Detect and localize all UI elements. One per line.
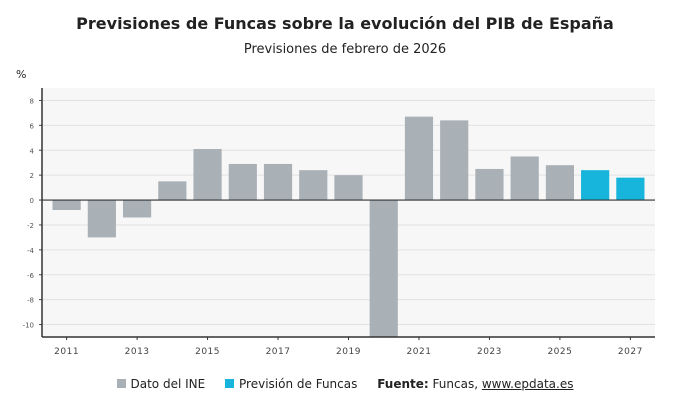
bar-2022[interactable] — [440, 120, 469, 201]
chart-title: Previsiones de Funcas sobre la evolución… — [76, 14, 614, 33]
y-axis-unit: % — [16, 68, 27, 81]
y-tick-label: 4 — [30, 147, 35, 155]
x-tick-label: 2025 — [547, 347, 572, 357]
legend-item-funcas[interactable]: Previsión de Funcas — [225, 377, 357, 391]
bar-2025[interactable] — [545, 165, 575, 201]
x-tick-label: 2019 — [336, 347, 361, 357]
y-tick-label: -2 — [27, 222, 34, 230]
legend-item-ine[interactable]: Dato del INE — [116, 377, 206, 391]
y-tick-label: -10 — [23, 322, 34, 330]
x-tick-label: 2023 — [477, 347, 502, 357]
bar-2015[interactable] — [193, 149, 222, 201]
bar-2016[interactable] — [228, 163, 257, 201]
y-tick-label: 2 — [30, 172, 34, 180]
source-credit: Fuente: Funcas, www.epdata.es — [377, 377, 573, 391]
bar-2024[interactable] — [510, 156, 539, 201]
legend-swatch — [116, 379, 126, 388]
y-tick-label: -4 — [27, 247, 35, 255]
y-tick-label: 8 — [30, 97, 34, 105]
x-tick-label: 2013 — [125, 347, 150, 357]
x-tick-label: 2017 — [266, 347, 291, 357]
source-label: Fuente: — [377, 377, 429, 391]
y-tick-label: -8 — [27, 297, 34, 305]
bar-2017[interactable] — [263, 163, 293, 201]
bar-2021[interactable] — [404, 116, 434, 201]
chart-subtitle: Previsiones de febrero de 2026 — [243, 42, 447, 57]
y-tick-label: 0 — [30, 197, 34, 205]
bar-2019[interactable] — [334, 175, 363, 201]
y-tick-label: 6 — [30, 122, 35, 130]
bar-2027[interactable] — [616, 177, 645, 201]
source-link[interactable]: www.epdata.es — [481, 377, 574, 391]
bar-2023[interactable] — [475, 168, 504, 201]
bar-2018[interactable] — [299, 170, 328, 201]
bar-2026[interactable] — [581, 170, 610, 201]
y-tick-label: -6 — [27, 272, 35, 280]
x-tick-label: 2015 — [195, 347, 220, 357]
x-tick-label: 2021 — [407, 347, 432, 357]
legend: Dato del INE Previsión de Funcas Fuente:… — [0, 377, 690, 391]
bar-2014[interactable] — [158, 181, 187, 201]
bar-2012[interactable] — [87, 200, 116, 238]
x-tick-label: 2027 — [618, 347, 643, 357]
legend-swatch — [225, 379, 235, 388]
bar-2011[interactable] — [52, 200, 81, 211]
bar-2013[interactable] — [122, 200, 152, 218]
x-tick-label: 2011 — [54, 347, 79, 357]
legend-label: Previsión de Funcas — [239, 377, 358, 391]
legend-label: Dato del INE — [130, 377, 206, 391]
bar-2020[interactable] — [369, 200, 398, 337]
source-text: Funcas, — [432, 377, 479, 391]
